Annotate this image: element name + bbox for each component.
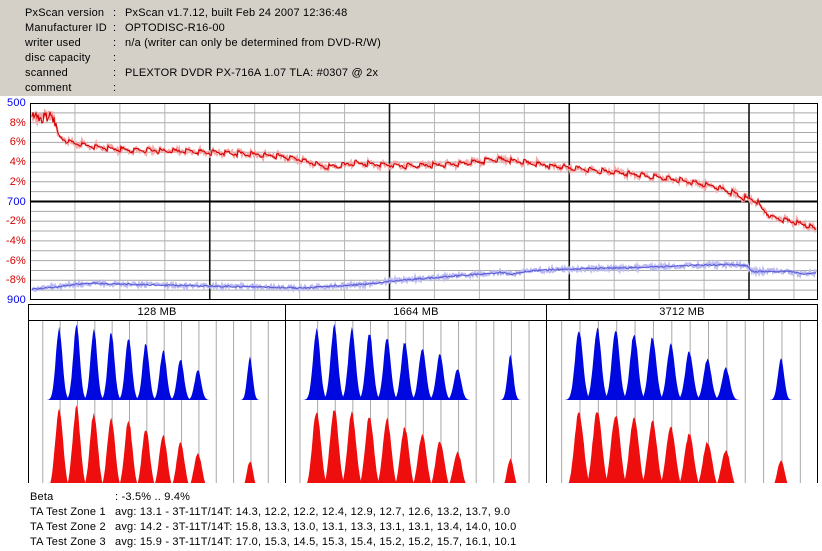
- zone-histogram-3: [546, 321, 818, 483]
- footer-value: : -3.5% .. 9.4%: [115, 491, 191, 503]
- axis-label: 500: [7, 97, 26, 109]
- field-separator: :: [113, 52, 117, 64]
- axis-label: 700: [7, 195, 26, 208]
- field-separator: :: [113, 22, 117, 34]
- field-separator: :: [113, 7, 117, 19]
- info-row-writer: writer used: n/a (writer can only be dete…: [0, 36, 822, 51]
- axis-label: 4%: [9, 156, 26, 169]
- axis-label: -2%: [5, 215, 26, 228]
- axis-label: -4%: [5, 234, 26, 247]
- info-row-manufacturer: Manufacturer ID: OPTODISC-R16-00: [0, 21, 822, 36]
- footer-label: TA Test Zone 3: [30, 536, 106, 548]
- field-label: disc capacity: [25, 52, 91, 64]
- axis-label: -6%: [5, 254, 26, 267]
- field-separator: :: [113, 67, 117, 79]
- field-separator: :: [113, 37, 117, 49]
- footer-row-zone1: TA Test Zone 1 avg: 13.1 - 3T-11T/14T: 1…: [0, 505, 822, 520]
- zone-histogram-1: [28, 321, 269, 483]
- footer-value: avg: 13.1 - 3T-11T/14T: 14.3, 12.2, 12.2…: [115, 506, 511, 518]
- field-value: PLEXTOR DVDR PX-716A 1.07 TLA: #0307 @ 2…: [125, 67, 379, 79]
- axis-label: 8%: [9, 116, 26, 129]
- axis-label: 900: [7, 294, 26, 306]
- zone-title: 3712 MB: [659, 306, 705, 318]
- axis-label: -8%: [5, 274, 26, 287]
- footer-row-zone2: TA Test Zone 2 avg: 14.2 - 3T-11T/14T: 1…: [0, 520, 822, 535]
- footer-label: Beta: [30, 491, 54, 503]
- beta-ta-trace-chart: [30, 103, 818, 300]
- field-value: n/a (writer can only be determined from …: [125, 37, 381, 49]
- zone-header-1: 128 MB: [28, 304, 286, 321]
- footer-row-zone3: TA Test Zone 3 avg: 15.9 - 3T-11T/14T: 1…: [0, 535, 822, 550]
- zone-title: 1664 MB: [393, 306, 439, 318]
- scan-info-header: PxScan version: PxScan v1.7.12, built Feb…: [0, 0, 822, 96]
- field-value: OPTODISC-R16-00: [125, 22, 225, 34]
- zone-title: 128 MB: [137, 306, 177, 318]
- field-label: comment: [25, 82, 72, 94]
- info-row-capacity: disc capacity:: [0, 51, 822, 66]
- zone-histogram-2: [285, 321, 530, 483]
- footer-value: avg: 14.2 - 3T-11T/14T: 15.8, 13.3, 13.0…: [115, 521, 517, 533]
- zone-header-3: 3712 MB: [546, 304, 818, 321]
- field-separator: :: [113, 82, 117, 94]
- field-label: writer used: [25, 37, 81, 49]
- footer-label: TA Test Zone 2: [30, 521, 106, 533]
- footer-value: avg: 15.9 - 3T-11T/14T: 17.0, 15.3, 14.5…: [115, 536, 517, 548]
- field-label: scanned: [25, 67, 68, 79]
- axis-label: 2%: [9, 175, 26, 188]
- footer-label: TA Test Zone 1: [30, 506, 106, 518]
- info-row-version: PxScan version: PxScan v1.7.12, built Feb…: [0, 6, 822, 21]
- zone-header-2: 1664 MB: [285, 304, 547, 321]
- axis-label: 6%: [9, 136, 26, 149]
- field-value: PxScan v1.7.12, built Feb 24 2007 12:36:…: [125, 7, 348, 19]
- field-label: Manufacturer ID: [25, 22, 107, 34]
- info-row-comment: comment:: [0, 81, 822, 96]
- field-label: PxScan version: [25, 7, 105, 19]
- footer-row-beta: Beta : -3.5% .. 9.4%: [0, 490, 822, 505]
- info-row-scanned: scanned: PLEXTOR DVDR PX-716A 1.07 TLA: #…: [0, 66, 822, 81]
